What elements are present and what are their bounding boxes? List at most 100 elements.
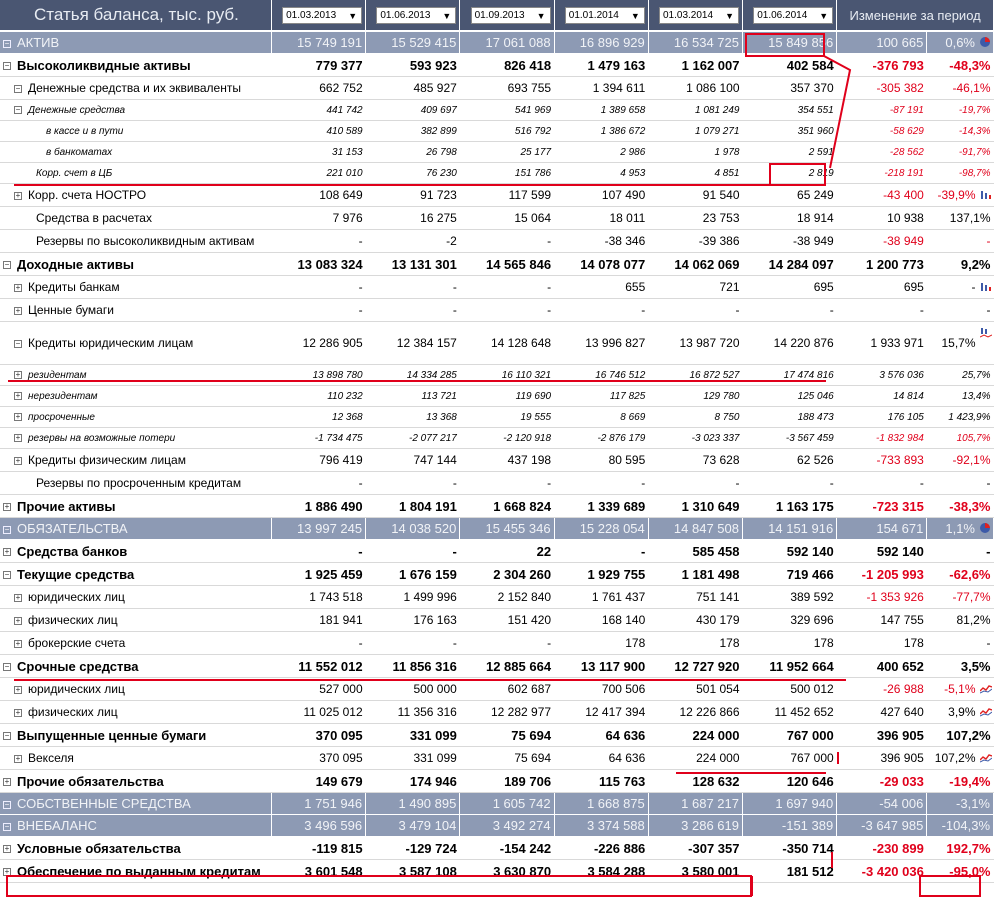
date-select-3[interactable]: 01.09.2013 ▼ [459, 0, 555, 32]
collapse-toggle-icon[interactable]: − [3, 61, 11, 71]
collapse-toggle-icon[interactable]: − [14, 338, 22, 348]
value-cell: 119 690 [459, 385, 555, 407]
value-cell: 1 389 658 [554, 99, 649, 121]
line-chart-icon[interactable] [979, 682, 992, 694]
value-cell: - [742, 298, 837, 322]
collapse-toggle-icon[interactable]: − [3, 524, 11, 534]
row-label-text: резидентам [28, 369, 87, 381]
percent-cell: 13,4% [926, 385, 994, 407]
expand-toggle-icon[interactable]: + [14, 432, 22, 442]
value-cell: 129 780 [648, 385, 743, 407]
percent-text: -46,1% [952, 81, 991, 95]
collapse-toggle-icon[interactable]: − [3, 821, 11, 831]
percent-cell: - [926, 275, 994, 299]
table-row: − Доходные активы 13 083 324 13 131 301 14 5… [0, 252, 994, 276]
expand-toggle-icon[interactable]: + [14, 190, 22, 200]
collapse-toggle-icon[interactable]: − [3, 662, 11, 672]
row-label-text: в банкоматах [46, 146, 113, 158]
expand-toggle-icon[interactable]: + [14, 638, 22, 648]
collapse-toggle-icon[interactable]: − [3, 799, 11, 809]
collapse-toggle-icon[interactable]: − [3, 38, 11, 48]
change-cell: 14 814 [836, 385, 927, 407]
collapse-toggle-icon[interactable]: − [14, 104, 22, 114]
percent-text: - [986, 636, 991, 650]
expand-toggle-icon[interactable]: + [14, 753, 22, 763]
percent-text: -104,3% [941, 818, 990, 833]
change-cell: -723 315 [836, 494, 927, 518]
value-cell: 3 479 104 [365, 814, 461, 837]
expand-toggle-icon[interactable]: + [14, 390, 22, 400]
row-label-text: Корр. счета НОСТРО [28, 188, 147, 202]
expand-toggle-icon[interactable]: + [14, 592, 22, 602]
change-cell: -305 382 [836, 76, 927, 100]
expand-toggle-icon[interactable]: + [14, 282, 22, 292]
pie-chart-icon[interactable] [979, 36, 991, 48]
expand-toggle-icon[interactable]: + [14, 455, 22, 465]
value-cell: 370 095 [271, 723, 366, 747]
table-row: − ОБЯЗАТЕЛЬСТВА 13 997 245 14 038 520 15 455… [0, 517, 994, 540]
bar-chart-icon[interactable] [980, 280, 992, 292]
expand-toggle-icon[interactable]: + [14, 684, 22, 694]
collapse-toggle-icon[interactable]: − [3, 570, 11, 580]
line-chart-icon[interactable] [979, 705, 992, 717]
value-cell: 62 526 [742, 448, 837, 472]
value-cell: 18 914 [742, 206, 837, 230]
percent-text: 81,2% [956, 613, 991, 627]
table-row: + нерезидентам 110 232 113 721 119 690 117 82… [0, 385, 994, 407]
bar-line-icon[interactable] [979, 326, 992, 338]
value-cell: 13 898 780 [271, 364, 366, 386]
row-label: + просроченные [0, 406, 272, 428]
line-chart-icon[interactable] [979, 751, 992, 763]
table-row: + юридических лиц 527 000 500 000 602 687 700… [0, 677, 994, 701]
value-cell: - [459, 471, 555, 495]
date-select-2[interactable]: 01.06.2013 ▼ [365, 0, 461, 32]
table-row: Резервы по высоколиквидным активам - -2- -3… [0, 229, 994, 253]
expand-toggle-icon[interactable]: + [14, 369, 22, 379]
expand-toggle-icon[interactable]: + [3, 867, 11, 877]
row-label: − СОБСТВЕННЫЕ СРЕДСТВА [0, 792, 272, 815]
row-label-text: Векселя [28, 751, 74, 765]
value-cell: 17 061 088 [459, 31, 555, 54]
percent-text: 3,5% [960, 658, 991, 674]
expand-toggle-icon[interactable]: + [3, 502, 11, 512]
percent-text: 137,1% [949, 211, 991, 225]
table-row: + Прочие обязательства 149 679 174 946 189 7… [0, 769, 994, 793]
expand-toggle-icon[interactable]: + [3, 844, 11, 854]
expand-toggle-icon[interactable]: + [14, 305, 22, 315]
expand-toggle-icon[interactable]: + [3, 547, 11, 557]
collapse-toggle-icon[interactable]: − [14, 83, 22, 93]
table-row: + Ценные бумаги - - - - - - - - [0, 298, 994, 322]
percent-cell: 105,7% [926, 427, 994, 449]
percent-text: 107,2% [934, 751, 976, 765]
value-cell: 128 632 [648, 769, 743, 793]
date-select-4[interactable]: 01.01.2014 ▼ [554, 0, 649, 32]
change-cell: 427 640 [836, 700, 927, 724]
date-select-1[interactable]: 01.03.2013 ▼ [271, 0, 367, 32]
value-cell: 16 275 [365, 206, 460, 230]
row-label: + резервы на возможные потери [0, 427, 272, 449]
value-cell: 2 986 [554, 141, 649, 163]
pie-chart-icon[interactable] [979, 522, 991, 534]
percent-text: - [986, 543, 991, 559]
value-cell: 11 856 316 [365, 654, 460, 678]
percent-text: 15,7% [941, 336, 976, 350]
change-cell: 10 938 [836, 206, 927, 230]
row-label: + Условные обязательства [0, 836, 272, 860]
collapse-toggle-icon[interactable]: − [3, 260, 11, 270]
expand-toggle-icon[interactable]: + [14, 707, 22, 717]
expand-toggle-icon[interactable]: + [3, 777, 11, 787]
percent-cell: -39,9% [926, 183, 994, 207]
percent-cell: -46,1% [926, 76, 994, 100]
collapse-toggle-icon[interactable]: − [3, 731, 11, 741]
row-label-text: нерезидентам [28, 390, 98, 402]
expand-toggle-icon[interactable]: + [14, 411, 22, 421]
date-select-5[interactable]: 01.03.2014 ▼ [648, 0, 744, 32]
value-cell: 593 923 [365, 53, 460, 77]
change-cell: -1 353 926 [836, 585, 927, 609]
value-cell: 721 [648, 275, 743, 299]
row-label-text: физических лиц [28, 705, 118, 719]
bar-chart-icon[interactable] [980, 188, 992, 200]
value-cell: 541 969 [459, 99, 555, 121]
expand-toggle-icon[interactable]: + [14, 615, 22, 625]
date-select-6[interactable]: 01.06.2014 ▼ [742, 0, 838, 32]
